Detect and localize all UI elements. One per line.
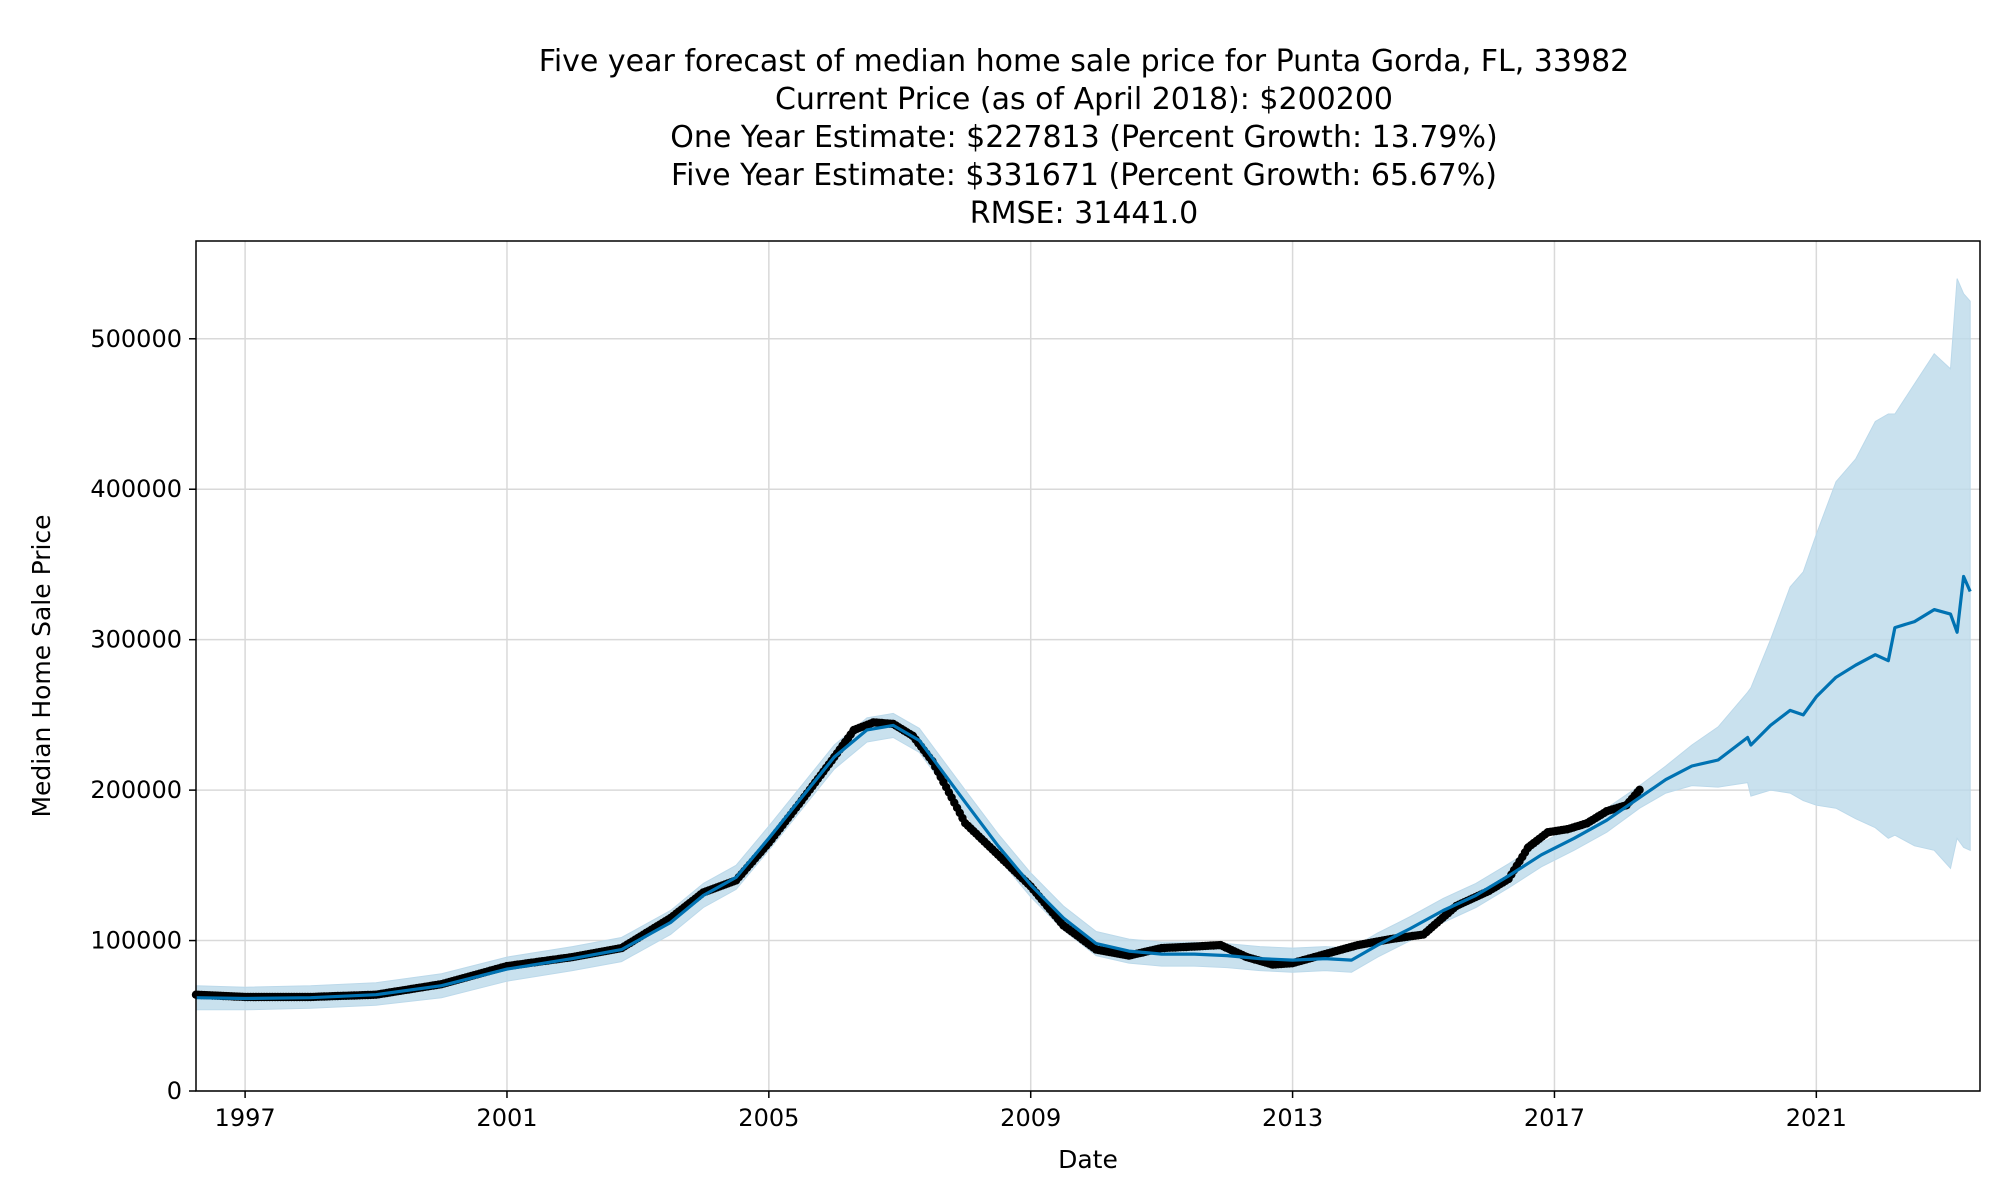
title-line-5: RMSE: 31441.0 bbox=[970, 196, 1198, 231]
y-axis-label: Median Home Sale Price bbox=[27, 514, 56, 817]
x-tick-label: 1997 bbox=[215, 1104, 276, 1132]
forecast-line-layer bbox=[195, 574, 1972, 1001]
y-tick-label: 0 bbox=[167, 1077, 182, 1105]
x-tick-label: 2021 bbox=[1786, 1104, 1847, 1132]
x-axis-label: Date bbox=[1058, 1145, 1118, 1174]
x-tick-label: 2017 bbox=[1524, 1104, 1585, 1132]
uncertainty-band bbox=[195, 278, 1971, 1011]
plot-area bbox=[191, 240, 1981, 1092]
title-line-2: Current Price (as of April 2018): $20020… bbox=[775, 82, 1393, 117]
uncertainty-band-layer bbox=[195, 278, 1971, 1011]
title-line-3: One Year Estimate: $227813 (Percent Grow… bbox=[670, 120, 1497, 155]
y-tick-label: 500000 bbox=[90, 325, 182, 353]
y-tick-label: 400000 bbox=[90, 475, 182, 503]
y-axis: 0 100000 200000 300000 400000 500000 bbox=[90, 325, 196, 1105]
x-tick-label: 2013 bbox=[1262, 1104, 1323, 1132]
x-tick-label: 2009 bbox=[1000, 1104, 1061, 1132]
chart-title: Five year forecast of median home sale p… bbox=[539, 44, 1630, 231]
plot-frame bbox=[195, 240, 1981, 1092]
observed-points-layer bbox=[191, 718, 1644, 1002]
x-tick-label: 2001 bbox=[476, 1104, 537, 1132]
y-tick-label: 100000 bbox=[90, 927, 182, 955]
gridlines bbox=[196, 241, 1980, 1092]
title-line-1: Five year forecast of median home sale p… bbox=[539, 44, 1630, 79]
y-tick-label: 300000 bbox=[90, 626, 182, 654]
observed-point bbox=[1635, 785, 1644, 794]
title-line-4: Five Year Estimate: $331671 (Percent Gro… bbox=[671, 158, 1497, 193]
y-tick-label: 200000 bbox=[90, 776, 182, 804]
forecast-line bbox=[195, 574, 1972, 1001]
x-tick-label: 2005 bbox=[738, 1104, 799, 1132]
x-axis: 1997 2001 2005 2009 2013 2017 2021 bbox=[215, 1091, 1847, 1132]
